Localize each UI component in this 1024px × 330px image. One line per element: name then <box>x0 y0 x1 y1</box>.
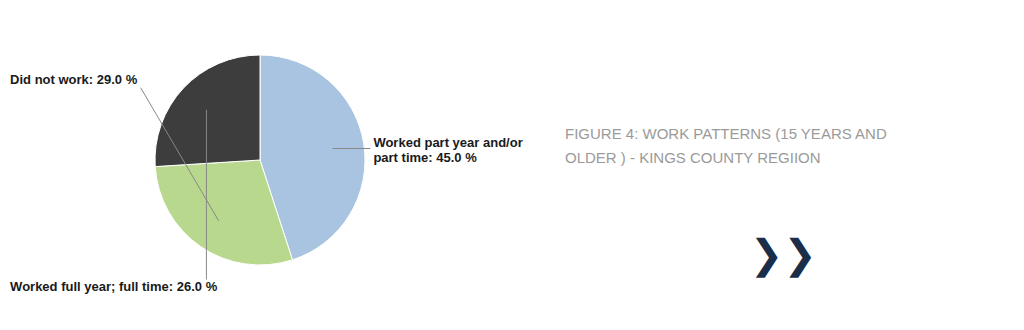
background <box>0 0 1024 330</box>
pie-slice <box>155 55 260 167</box>
pie-slice <box>155 160 292 265</box>
pie <box>155 55 365 265</box>
annotations: Worked part year and/orpart time: 45.0 %… <box>10 73 817 295</box>
title: FIGURE 4: WORK PATTERNS (15 YEARS ANDOLD… <box>565 125 887 166</box>
chart: Worked part year and/orpart time: 45.0 %… <box>0 0 1024 330</box>
leader-line <box>141 88 219 221</box>
leader-line <box>206 110 207 280</box>
leader-line <box>333 148 371 149</box>
annotation: Did not work: 29.0 % <box>10 73 138 88</box>
leader-lines <box>141 88 371 280</box>
annotation: Worked part year and/orpart time: 45.0 % <box>373 136 522 166</box>
annotation: Worked full year; full time: 26.0 % <box>10 280 218 295</box>
chevron: ❯❯ <box>750 231 817 278</box>
